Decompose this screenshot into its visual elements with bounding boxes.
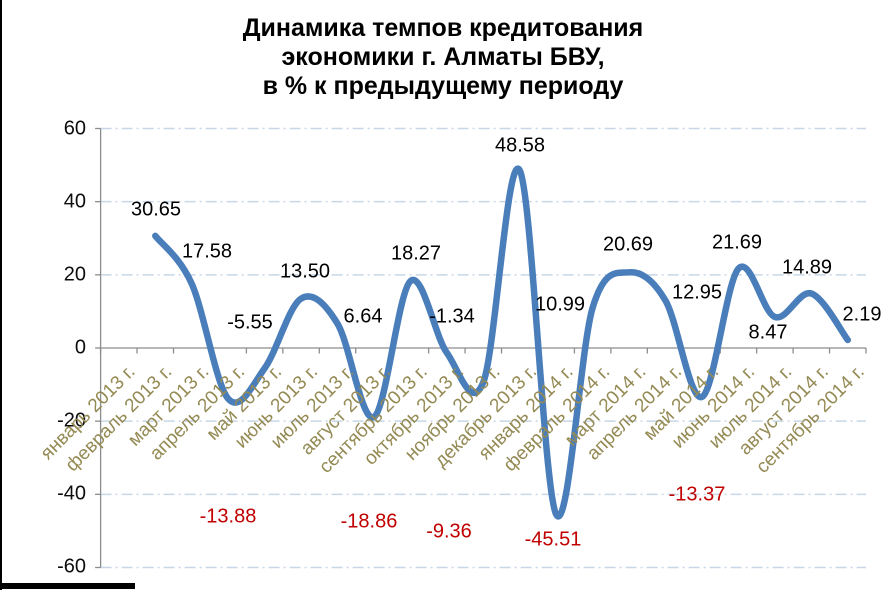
data-label: 10.99 xyxy=(534,293,586,316)
data-label: 8.47 xyxy=(748,321,788,344)
y-tick-label: -40 xyxy=(57,482,86,505)
data-label: 18.27 xyxy=(390,242,442,265)
screen-edge-bottom xyxy=(0,583,135,589)
y-tick-label: -20 xyxy=(57,409,86,432)
data-label: 14.89 xyxy=(781,256,833,279)
screen-edge-left xyxy=(0,0,2,590)
data-label: -5.55 xyxy=(227,311,273,334)
data-label: 30.65 xyxy=(130,198,182,221)
data-label: 6.64 xyxy=(343,305,383,328)
data-label: 21.69 xyxy=(711,231,763,254)
data-label-negative: -13.88 xyxy=(199,505,257,528)
data-label: 12.95 xyxy=(671,281,723,304)
data-label: 20.69 xyxy=(602,233,654,256)
y-tick-label: 40 xyxy=(63,190,86,213)
data-label-negative: -13.37 xyxy=(668,483,726,506)
data-label: 13.50 xyxy=(279,260,331,283)
y-tick-label: 20 xyxy=(63,263,86,286)
data-label: 17.58 xyxy=(181,240,233,263)
chart-title-line1: Динамика темпов кредитования xyxy=(242,14,644,42)
data-label-negative: -45.51 xyxy=(524,528,582,551)
data-label: 48.58 xyxy=(494,134,546,157)
data-label: 2.19 xyxy=(842,303,882,326)
chart-title-line3: в % к предыдущему периоду xyxy=(262,72,624,100)
series-line xyxy=(152,165,852,520)
y-tick-label: 0 xyxy=(74,336,86,359)
data-label: -1.34 xyxy=(429,305,475,328)
chart-title: Динамика темпов кредитования экономики г… xyxy=(0,14,886,101)
data-label-negative: -9.36 xyxy=(426,520,472,543)
chart-title-line2: экономики г. Алматы БВУ, xyxy=(281,43,605,71)
data-label-negative: -18.86 xyxy=(340,510,398,533)
y-tick-label: 60 xyxy=(63,117,86,139)
y-tick-label: -60 xyxy=(57,555,86,578)
gridlines xyxy=(100,127,866,569)
axes xyxy=(95,127,867,569)
